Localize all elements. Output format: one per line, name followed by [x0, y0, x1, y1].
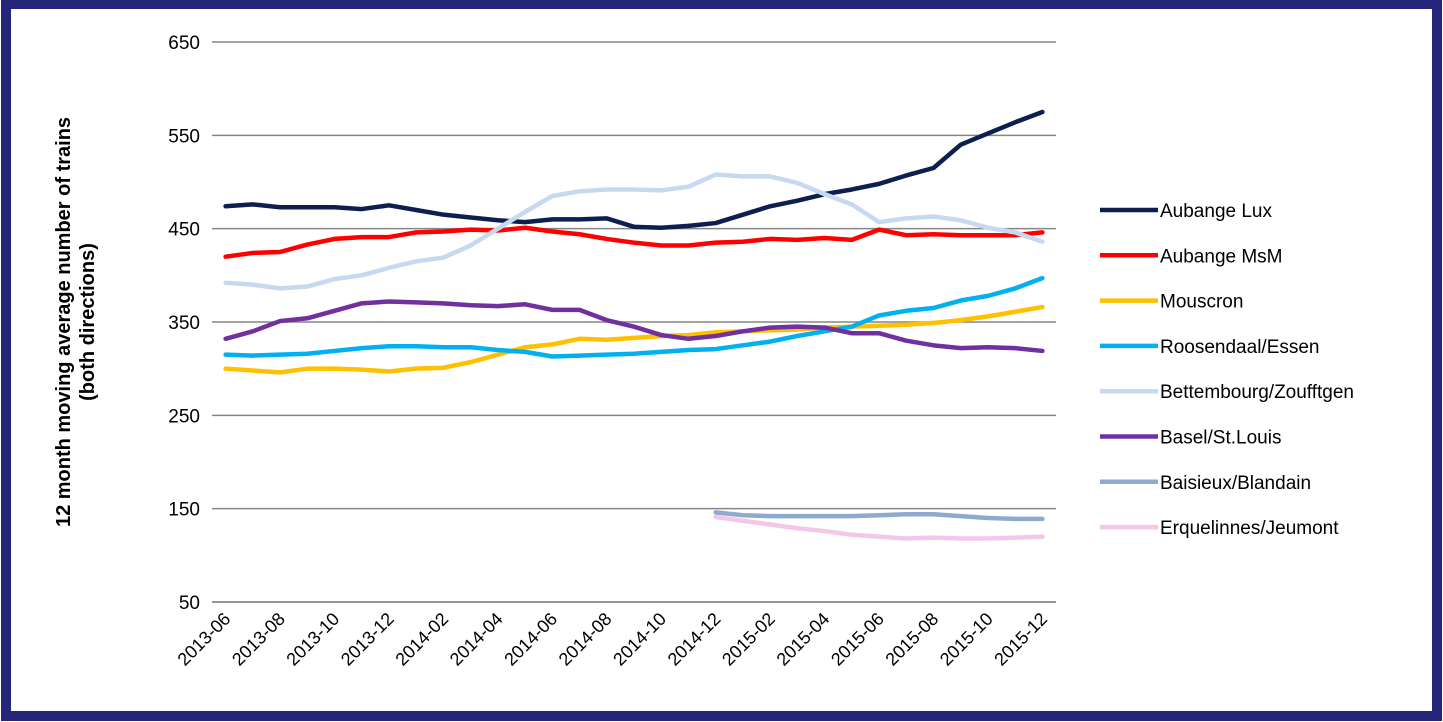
y-tick-label: 450	[168, 220, 200, 241]
y-tick-label: 150	[168, 500, 200, 521]
y-tick-label: 650	[168, 33, 200, 54]
series-line	[223, 275, 1045, 359]
y-tick-label: 50	[179, 593, 200, 614]
legend-label: Erquelinnes/Jeumont	[1160, 518, 1339, 539]
legend-label: Baisieux/Blandain	[1160, 473, 1311, 494]
y-axis-title: (both directions)	[77, 243, 99, 401]
y-tick-label: 250	[168, 406, 200, 427]
y-tick-label: 550	[168, 126, 200, 147]
series-line	[223, 225, 1045, 259]
legend-label: Bettembourg/Zoufftgen	[1160, 382, 1354, 403]
legend-label: Roosendaal/Essen	[1160, 337, 1320, 358]
legend-label: Aubange Lux	[1160, 201, 1272, 222]
series-line	[223, 299, 1045, 354]
legend-label: Basel/St.Louis	[1160, 428, 1281, 449]
legend-label: Aubange MsM	[1160, 246, 1283, 267]
y-axis-title: 12 month moving average number of trains	[53, 117, 75, 527]
series-line	[223, 109, 1045, 230]
y-tick-label: 350	[168, 313, 200, 334]
series-line	[713, 514, 1045, 541]
series-line	[713, 510, 1045, 522]
legend-label: Mouscron	[1160, 292, 1243, 313]
series-line	[223, 304, 1045, 375]
series-line	[223, 172, 1045, 291]
